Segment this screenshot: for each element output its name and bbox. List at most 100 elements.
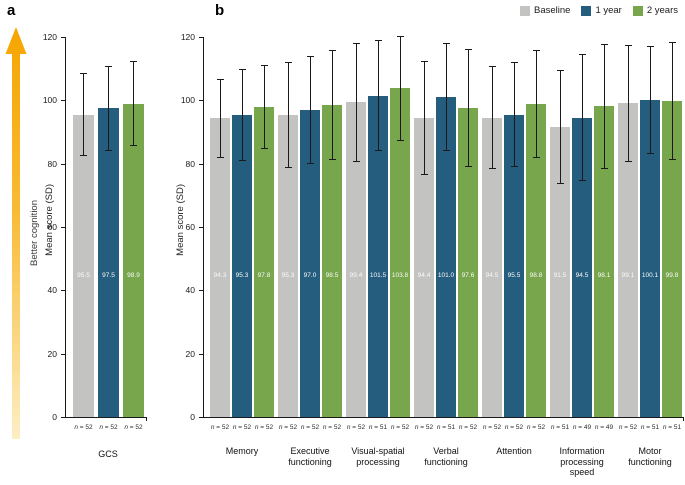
- error-bar: [396, 36, 404, 141]
- y-tick-mark: [199, 353, 203, 355]
- bar-value-label: 100.1: [641, 272, 659, 279]
- n-label: n = 52: [300, 424, 320, 431]
- error-bar: [532, 50, 540, 158]
- error-bar-cap-bottom: [442, 149, 450, 151]
- error-bar-cap-top: [624, 44, 632, 46]
- y-tick-label: 0: [52, 412, 57, 422]
- category-label: Information processing speed: [559, 446, 605, 477]
- n-label: n = 52: [322, 424, 342, 431]
- error-bar: [556, 70, 564, 185]
- error-bar-line: [108, 65, 109, 151]
- legend-label: Baseline: [533, 5, 571, 16]
- error-bar-line: [377, 40, 379, 151]
- n-label: n = 52: [346, 424, 366, 431]
- error-bar-line: [287, 62, 289, 169]
- error-bar: [238, 68, 246, 162]
- error-bar-line: [535, 50, 537, 158]
- error-bar-cap-top: [420, 61, 428, 63]
- error-bar-cap-top: [600, 43, 608, 45]
- bar-baseline: 94.4: [414, 118, 434, 417]
- y-tick-label: 20: [47, 348, 57, 359]
- error-bar: [374, 40, 382, 151]
- n-label: n = 52: [390, 424, 410, 431]
- y-tick-label: 60: [47, 222, 57, 232]
- bar-1-year: 95.3: [232, 115, 252, 417]
- error-bar-line: [581, 54, 583, 182]
- error-bar: [488, 66, 496, 170]
- bar-value-label: 94.4: [417, 272, 431, 279]
- n-label: n = 52: [458, 424, 478, 431]
- bar-baseline: 94.5: [482, 117, 502, 417]
- error-bar-cap-bottom: [130, 145, 137, 147]
- bar-value-label: 99.1: [621, 272, 635, 279]
- error-bar-cap-top: [238, 68, 246, 70]
- error-bar-cap-top: [396, 36, 404, 38]
- error-bar-line: [219, 79, 221, 158]
- legend-label: 1 year: [595, 5, 622, 16]
- error-bar-cap-bottom: [510, 165, 518, 167]
- legend-swatch-icon: [581, 5, 592, 16]
- y-tick-mark: [199, 37, 203, 38]
- bar-value-label: 95.3: [235, 272, 249, 279]
- y-tick-label: 80: [47, 158, 57, 169]
- bar-value-label: 91.5: [553, 272, 567, 279]
- bar-baseline: 99.4: [346, 102, 366, 417]
- up-arrow-icon: [5, 27, 27, 439]
- y-tick-label: 0: [190, 412, 195, 422]
- error-bar-cap-top: [488, 66, 496, 68]
- error-bar-cap-bottom: [464, 165, 472, 167]
- error-bar-cap-top: [328, 50, 336, 52]
- error-bar-line: [467, 49, 469, 167]
- n-label: n = 51: [368, 424, 388, 431]
- legend-item: 1 year: [581, 5, 622, 16]
- bar-value-label: 98.5: [325, 272, 339, 279]
- n-label: n = 52: [618, 424, 638, 431]
- y-tick-mark: [199, 417, 203, 418]
- error-bar-cap-bottom: [556, 183, 564, 185]
- error-bar-cap-top: [105, 65, 112, 67]
- bar-value-label: 97.5: [102, 272, 115, 279]
- error-bar: [306, 56, 314, 164]
- n-label: n = 52: [504, 424, 524, 431]
- error-bar-cap-bottom: [238, 160, 246, 162]
- n-label: n = 52: [74, 424, 93, 431]
- error-bar-cap-top: [306, 56, 314, 57]
- better-cognition-arrow: [5, 27, 27, 444]
- error-bar-line: [649, 46, 651, 154]
- y-tick-mark: [61, 37, 65, 38]
- y-tick-label: 20: [185, 348, 195, 359]
- y-axis-line: [65, 37, 66, 418]
- error-bar: [105, 65, 112, 151]
- y-axis-label: Mean score (SD): [44, 184, 55, 256]
- bar-2-years: 97.6: [458, 107, 478, 417]
- panel-b-plot: 0 20 40 60 80 100 120 94.3 95.3 97.8 95.3 97.0 98.5 9…: [0, 32, 685, 422]
- error-bar: [328, 50, 336, 160]
- bar-value-label: 95.5: [77, 272, 90, 279]
- y-tick-label: 100: [42, 95, 57, 106]
- category-label: Motor functioning: [628, 446, 672, 467]
- error-bar-line: [491, 66, 493, 170]
- y-tick-mark: [199, 290, 203, 292]
- n-label: n = 52: [526, 424, 546, 431]
- x-axis-line: [203, 417, 684, 418]
- bar-value-label: 99.4: [349, 272, 363, 279]
- error-bar-line: [241, 68, 243, 162]
- error-bar-cap-bottom: [374, 149, 382, 151]
- bar-value-label: 95.5: [507, 272, 521, 279]
- error-bar-line: [399, 36, 401, 141]
- error-bar-cap-bottom: [668, 158, 676, 160]
- error-bar-cap-bottom: [328, 158, 336, 160]
- y-tick-label: 40: [47, 285, 57, 296]
- bar-baseline: 95.3: [278, 115, 298, 417]
- bar-value-label: 94.3: [213, 272, 227, 279]
- bar-2-years: 98.9: [123, 103, 144, 417]
- legend-swatch-icon: [519, 5, 530, 16]
- error-bar-cap-bottom: [80, 154, 87, 156]
- y-tick-label: 40: [185, 285, 195, 296]
- bar-value-label: 99.8: [665, 272, 679, 279]
- error-bar-cap-bottom: [284, 167, 292, 169]
- bar-1-year: 100.1: [640, 100, 660, 417]
- category-label: Visual-spatial processing: [351, 446, 405, 467]
- y-tick-mark: [199, 227, 203, 228]
- category-label: GCS: [98, 449, 118, 459]
